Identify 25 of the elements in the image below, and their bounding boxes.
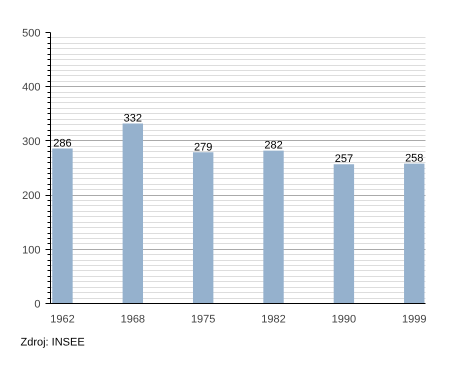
text: Zdroj: INSEE [20,336,85,348]
bar [122,124,144,304]
data-label: 282 [264,140,283,152]
data-label: 258 [405,152,424,165]
data-label: 279 [194,141,212,154]
data-label: 332 [124,112,142,125]
bar [334,164,354,304]
x-tick-label: 1962 [50,314,75,326]
y-tick-label: 0 [34,298,41,310]
x-tick-label: 1990 [332,314,356,326]
data-label: 286 [53,137,72,150]
data-label: 257 [334,153,354,166]
x-tick-label: 1968 [120,314,146,326]
y-tick-label: 400 [22,82,41,94]
bar [263,150,284,304]
y-tick-label: 300 [22,136,41,148]
bar [192,152,214,304]
y-tick-label: 200 [22,190,41,202]
bar [404,164,424,304]
x-tick-label: 1999 [402,314,426,326]
y-tick-label: 100 [22,244,41,256]
x-tick-label: 1975 [190,314,216,326]
bar [52,148,73,304]
x-tick-label: 1982 [261,314,286,326]
y-tick-label: 500 [22,28,41,40]
